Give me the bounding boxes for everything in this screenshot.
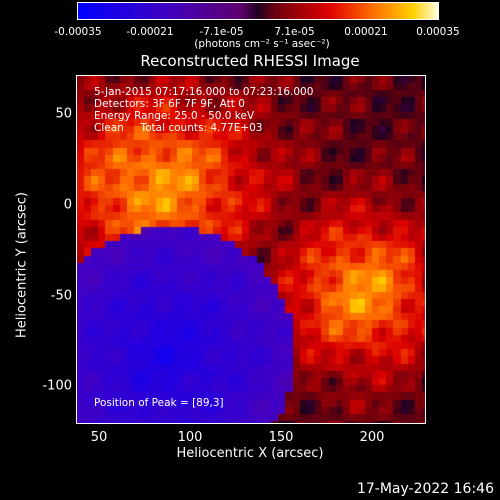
heatmap-plot [76,75,426,424]
y-tick-neg50: -50 [50,288,72,304]
y-tick-neg100: -100 [42,378,72,394]
annotation-time-range: 5-Jan-2015 07:17:16.000 to 07:23:16.000 [94,86,314,98]
plot-title: Reconstructed RHESSI Image [140,52,360,70]
colorbar-tick-3: 7.1e-05 [274,26,315,38]
timestamp: 17-May-2022 16:46 [356,481,494,497]
colorbar-tick-5: 0.00035 [416,26,460,38]
colorbar [77,2,439,20]
x-axis-label: Heliocentric X (arcsec) [176,446,324,461]
x-tick-100: 100 [177,430,203,445]
colorbar-gradient [78,3,438,19]
colorbar-unit-label: (photons cm⁻² s⁻¹ asec⁻²) [194,38,330,50]
x-tick-50: 50 [90,430,108,445]
annotation-detectors: Detectors: 3F 6F 7F 9F, Att 0 [94,98,245,110]
annotation-peak-position: Position of Peak = [89,3] [94,397,224,409]
annotation-clean-counts: Clean Total counts: 4.77E+03 [94,122,263,134]
colorbar-tick-2: -7.1e-05 [199,26,244,38]
colorbar-tick-4: 0.00021 [344,26,388,38]
y-tick-50: 50 [55,106,72,122]
x-tick-200: 200 [359,430,385,445]
heatmap-canvas [77,76,425,423]
y-tick-0: 0 [63,197,72,213]
colorbar-tick-1: -0.00021 [126,26,174,38]
x-tick-150: 150 [268,430,294,445]
y-axis-label: Heliocentric Y (arcsec) [14,192,30,338]
annotation-energy-range: Energy Range: 25.0 - 50.0 keV [94,110,255,122]
colorbar-tick-0: -0.00035 [54,26,102,38]
